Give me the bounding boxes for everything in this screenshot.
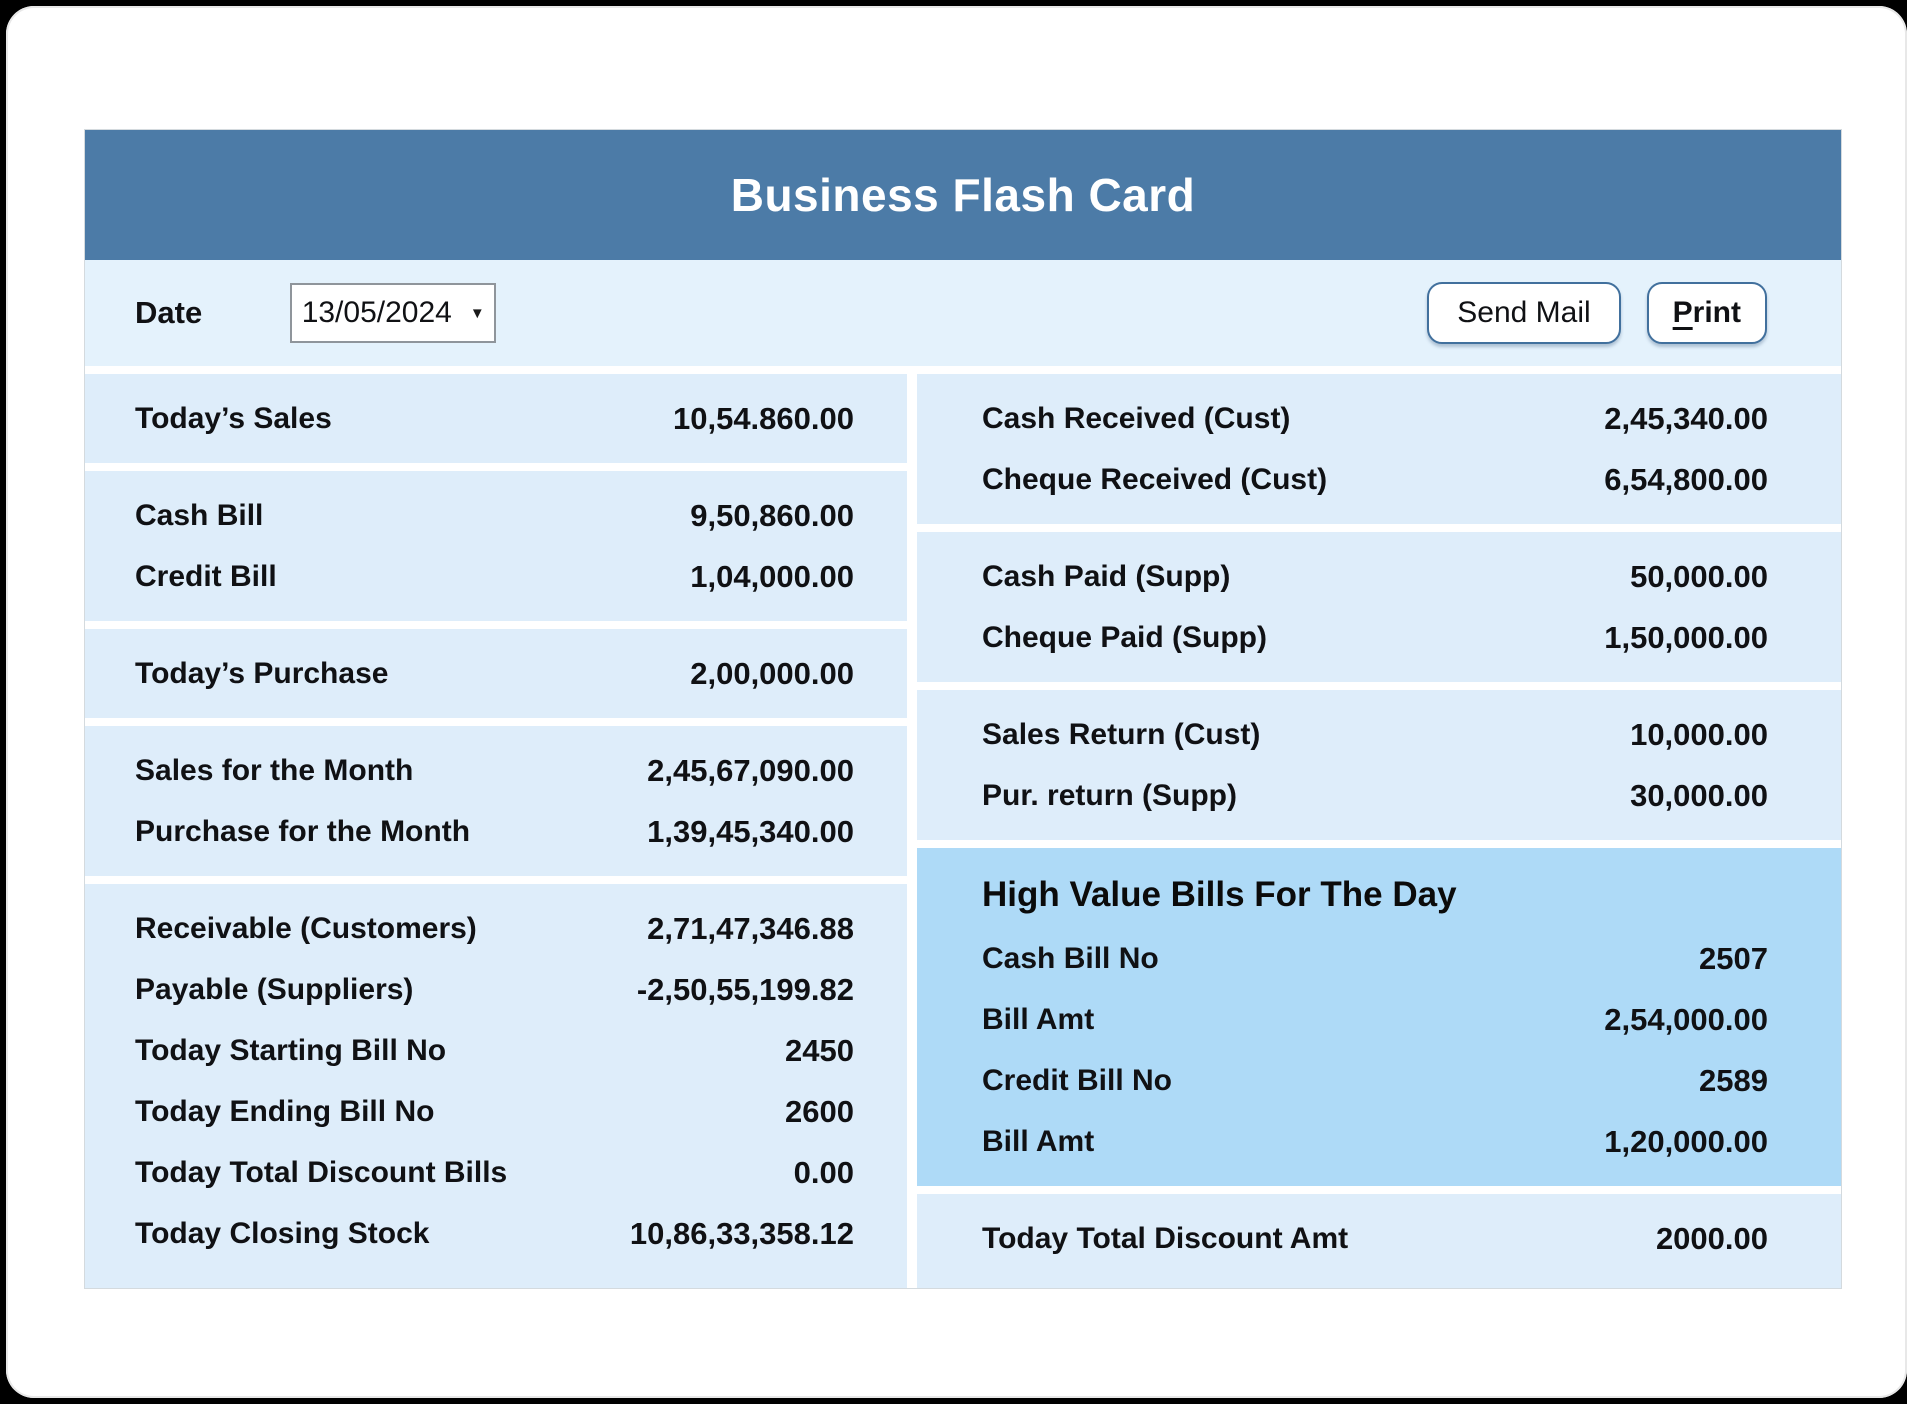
- metric-label: Cheque Received (Cust): [982, 462, 1328, 496]
- row-purchase-month: Purchase for the Month 1,39,45,340.00: [85, 801, 907, 862]
- row-hv-cash-bill-amt: Bill Amt 2,54,000.00: [917, 989, 1841, 1050]
- row-cheque-paid: Cheque Paid (Supp) 1,50,000.00: [917, 607, 1841, 668]
- row-todays-sales: Today’s Sales 10,54.860.00: [85, 388, 907, 449]
- row-purchase-return: Pur. return (Supp) 30,000.00: [917, 765, 1841, 826]
- row-cash-received: Cash Received (Cust) 2,45,340.00: [917, 388, 1841, 449]
- row-cash-bill: Cash Bill 9,50,860.00: [85, 485, 907, 546]
- row-todays-purchase: Today’s Purchase 2,00,000.00: [85, 643, 907, 704]
- panel-returns: Sales Return (Cust) 10,000.00 Pur. retur…: [917, 690, 1841, 840]
- high-value-title: High Value Bills For The Day: [982, 875, 1457, 914]
- metric-value: 30,000.00: [1630, 777, 1768, 813]
- row-sales-return: Sales Return (Cust) 10,000.00: [917, 704, 1841, 765]
- metric-value: 2,45,67,090.00: [647, 752, 854, 788]
- metric-value: 0.00: [793, 1154, 854, 1190]
- metric-label: Cash Bill No: [982, 941, 1159, 975]
- panel-total-discount-amt: Today Total Discount Amt 2000.00: [917, 1194, 1841, 1288]
- date-label: Date: [135, 295, 203, 330]
- metric-value: -2,50,55,199.82: [636, 971, 854, 1007]
- send-mail-button[interactable]: Send Mail: [1427, 282, 1621, 344]
- date-value: 13/05/2024: [301, 296, 452, 329]
- metric-value: 2,54,000.00: [1604, 1001, 1768, 1037]
- metric-label: Credit Bill: [135, 559, 277, 593]
- send-mail-label: Send Mail: [1457, 296, 1591, 329]
- metric-value: 2507: [1699, 940, 1768, 976]
- metric-value: 2589: [1699, 1062, 1768, 1098]
- left-column: Today’s Sales 10,54.860.00 Cash Bill 9,5…: [85, 374, 907, 1288]
- metric-label: Pur. return (Supp): [982, 778, 1237, 812]
- panel-high-value-bills: High Value Bills For The Day Cash Bill N…: [917, 848, 1841, 1186]
- metrics-columns: Today’s Sales 10,54.860.00 Cash Bill 9,5…: [85, 374, 1841, 1288]
- panel-received: Cash Received (Cust) 2,45,340.00 Cheque …: [917, 374, 1841, 524]
- chevron-down-icon: ▼: [469, 304, 485, 322]
- metric-value: 10,000.00: [1630, 716, 1768, 752]
- date-select[interactable]: 13/05/2024 ▼: [290, 283, 497, 343]
- metric-value: 2,00,000.00: [690, 655, 854, 691]
- metric-label: Today Starting Bill No: [135, 1033, 447, 1067]
- row-total-discount-amt: Today Total Discount Amt 2000.00: [917, 1208, 1841, 1269]
- row-cash-paid: Cash Paid (Supp) 50,000.00: [917, 546, 1841, 607]
- metric-label: Credit Bill No: [982, 1063, 1173, 1097]
- row-credit-bill: Credit Bill 1,04,000.00: [85, 546, 907, 607]
- row-cheque-received: Cheque Received (Cust) 6,54,800.00: [917, 449, 1841, 510]
- metric-value: 9,50,860.00: [690, 497, 854, 533]
- panel-todays-sales: Today’s Sales 10,54.860.00: [85, 374, 907, 463]
- panel-balances: Receivable (Customers) 2,71,47,346.88 Pa…: [85, 884, 907, 1288]
- row-hv-credit-bill-amt: Bill Amt 1,20,000.00: [917, 1111, 1841, 1172]
- metric-value: 1,39,45,340.00: [647, 813, 854, 849]
- panel-month-totals: Sales for the Month 2,45,67,090.00 Purch…: [85, 726, 907, 876]
- metric-label: Bill Amt: [982, 1002, 1095, 1036]
- business-flash-card: Business Flash Card Date 13/05/2024 ▼ Se…: [84, 129, 1842, 1289]
- panel-bills: Cash Bill 9,50,860.00 Credit Bill 1,04,0…: [85, 471, 907, 621]
- metric-value: 2,45,340.00: [1604, 400, 1768, 436]
- row-starting-bill-no: Today Starting Bill No 2450: [85, 1020, 907, 1081]
- metric-label: Today Total Discount Bills: [135, 1155, 508, 1189]
- metric-label: Sales Return (Cust): [982, 717, 1261, 751]
- metric-value: 2,71,47,346.88: [647, 910, 854, 946]
- metric-value: 10,86,33,358.12: [629, 1215, 854, 1251]
- metric-label: Today’s Purchase: [135, 656, 389, 690]
- metric-value: 50,000.00: [1630, 558, 1768, 594]
- metric-label: Purchase for the Month: [135, 814, 471, 848]
- metric-label: Cash Received (Cust): [982, 401, 1291, 435]
- metric-value: 2600: [785, 1093, 854, 1129]
- metric-label: Sales for the Month: [135, 753, 414, 787]
- row-hv-credit-bill-no: Credit Bill No 2589: [917, 1050, 1841, 1111]
- metric-label: Today’s Sales: [135, 401, 332, 435]
- metric-label: Receivable (Customers): [135, 911, 477, 945]
- app-window: Business Flash Card Date 13/05/2024 ▼ Se…: [6, 6, 1907, 1398]
- print-label-initial: P: [1672, 296, 1693, 329]
- row-closing-stock: Today Closing Stock 10,86,33,358.12: [85, 1203, 907, 1264]
- metric-value: 1,20,000.00: [1604, 1123, 1768, 1159]
- card-header: Business Flash Card: [85, 130, 1841, 260]
- metric-label: Cash Paid (Supp): [982, 559, 1231, 593]
- metric-value: 10,54.860.00: [672, 400, 854, 436]
- metric-value: 1,50,000.00: [1604, 619, 1768, 655]
- metric-value: 1,04,000.00: [690, 558, 854, 594]
- page-title: Business Flash Card: [730, 169, 1196, 221]
- metric-label: Payable (Suppliers): [135, 972, 414, 1006]
- right-column: Cash Received (Cust) 2,45,340.00 Cheque …: [917, 374, 1841, 1288]
- metric-label: Today Closing Stock: [135, 1216, 430, 1250]
- row-ending-bill-no: Today Ending Bill No 2600: [85, 1081, 907, 1142]
- high-value-title-row: High Value Bills For The Day: [917, 862, 1841, 928]
- row-sales-month: Sales for the Month 2,45,67,090.00: [85, 740, 907, 801]
- print-label-rest: rint: [1692, 296, 1741, 329]
- metric-label: Cheque Paid (Supp): [982, 620, 1267, 654]
- metric-value: 6,54,800.00: [1604, 461, 1768, 497]
- row-hv-cash-bill-no: Cash Bill No 2507: [917, 928, 1841, 989]
- metric-label: Cash Bill: [135, 498, 264, 532]
- metric-value: 2450: [785, 1032, 854, 1068]
- panel-paid: Cash Paid (Supp) 50,000.00 Cheque Paid (…: [917, 532, 1841, 682]
- row-receivable: Receivable (Customers) 2,71,47,346.88: [85, 898, 907, 959]
- row-payable: Payable (Suppliers) -2,50,55,199.82: [85, 959, 907, 1020]
- metric-label: Today Total Discount Amt: [982, 1221, 1349, 1255]
- metric-label: Bill Amt: [982, 1124, 1095, 1158]
- metric-label: Today Ending Bill No: [135, 1094, 435, 1128]
- row-total-discount-bills: Today Total Discount Bills 0.00: [85, 1142, 907, 1203]
- panel-todays-purchase: Today’s Purchase 2,00,000.00: [85, 629, 907, 718]
- metric-value: 2000.00: [1655, 1220, 1768, 1256]
